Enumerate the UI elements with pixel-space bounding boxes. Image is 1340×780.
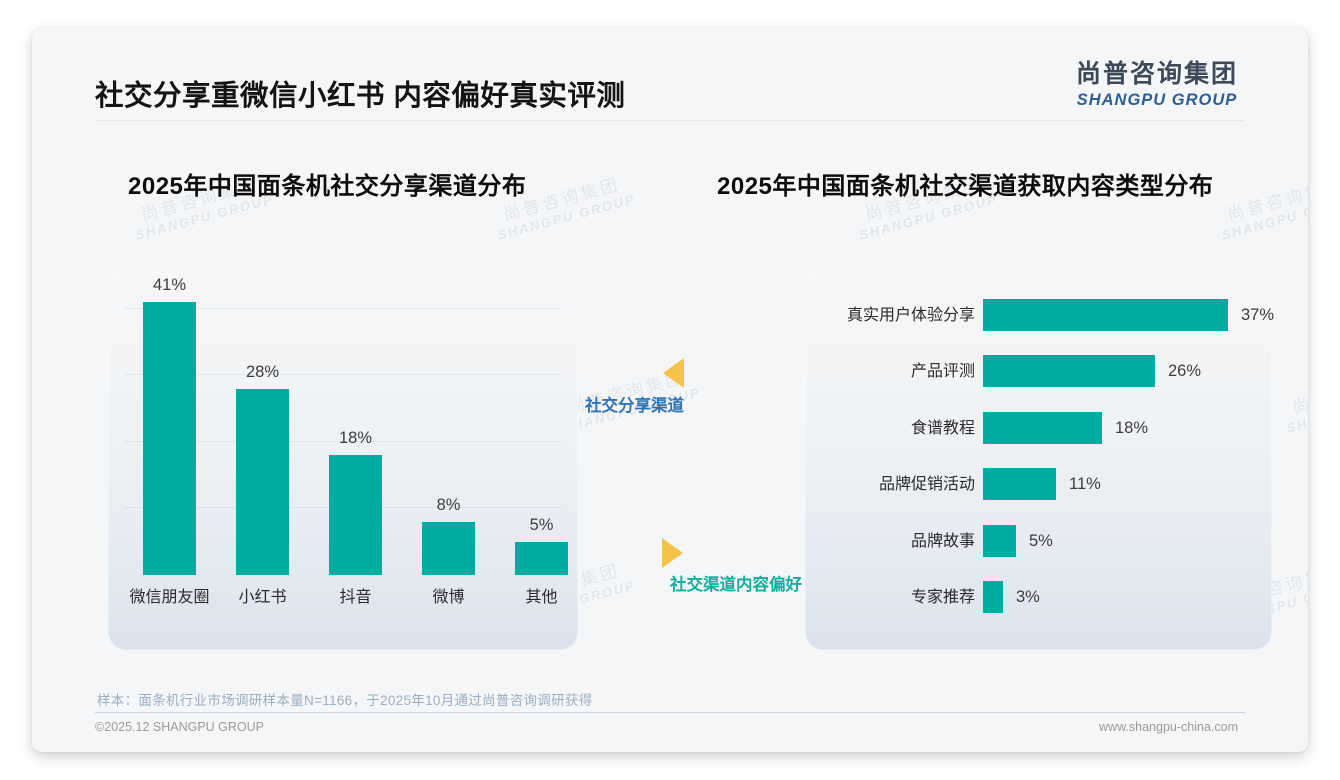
- hbar-value-label: 37%: [1241, 306, 1275, 324]
- hbar-value-label: 26%: [1168, 362, 1202, 380]
- hbar-category-label: 品牌故事: [910, 533, 975, 550]
- logo: 尚普咨询集团 SHANGPU GROUP: [1076, 54, 1238, 110]
- left-chart-panel: 41% 微信朋友圈 28% 小红书 18% 抖音 8% 微博 5% 其他: [108, 268, 578, 650]
- right-chart-title: 2025年中国面条机社交渠道获取内容类型分布: [717, 173, 1214, 200]
- hbar-category-label: 专家推荐: [910, 589, 975, 606]
- hbar-value-label: 18%: [1115, 419, 1149, 437]
- hbar-食谱教程: [983, 412, 1102, 444]
- hbar-产品评测: [983, 355, 1155, 387]
- bar-value-label: 5%: [529, 516, 554, 534]
- gridline: [124, 307, 562, 309]
- logo-english-text: SHANGPU GROUP: [1076, 91, 1238, 109]
- gridline: [124, 440, 562, 442]
- slide: 尚普咨询集团 SHANGPU GROUP 尚普咨询集团 SHANGPU GROUP 尚普…: [32, 28, 1308, 752]
- bar-小红书: [236, 389, 289, 575]
- bar-category-label: 小红书: [238, 589, 287, 606]
- left-chart-title: 2025年中国面条机社交分享渠道分布: [128, 173, 527, 200]
- bar-category-label: 微博: [432, 589, 465, 606]
- hbar-category-label: 真实用户体验分享: [846, 307, 975, 324]
- arrow-left-icon: [663, 358, 684, 388]
- watermark-line1: 尚普咨询集团: [1290, 367, 1308, 418]
- bar-value-label: 28%: [245, 363, 280, 381]
- bar-value-label: 41%: [152, 276, 187, 294]
- watermark-line2: SHANGPU GROUP: [1284, 384, 1308, 436]
- footer-divider: [95, 712, 1245, 713]
- bar-微博: [422, 522, 475, 575]
- annotation-share-channel: 社交分享渠道: [585, 397, 684, 415]
- arrow-right-icon: [662, 538, 683, 568]
- bar-微信朋友圈: [143, 302, 196, 575]
- bar-category-label: 抖音: [339, 589, 372, 606]
- hbar-品牌故事: [983, 525, 1016, 557]
- hbar-品牌促销活动: [983, 468, 1056, 500]
- bar-value-label: 18%: [338, 429, 373, 447]
- bar-category-label: 其他: [525, 589, 558, 606]
- hbar-真实用户体验分享: [983, 299, 1228, 331]
- hbar-value-label: 11%: [1069, 475, 1101, 493]
- hbar-category-label: 品牌促销活动: [878, 476, 975, 493]
- hbar-专家推荐: [983, 581, 1003, 613]
- watermark-line2: SHANGPU GROUP: [1219, 191, 1308, 243]
- website-url: www.shangpu-china.com: [1099, 720, 1238, 734]
- hbar-value-label: 5%: [1029, 532, 1053, 550]
- bar-抖音: [329, 455, 382, 575]
- header-divider: [95, 120, 1245, 121]
- bar-category-label: 微信朋友圈: [129, 589, 210, 606]
- hbar-category-label: 食谱教程: [910, 420, 975, 437]
- copyright-text: ©2025.12 SHANGPU GROUP: [95, 720, 264, 734]
- sample-note: 样本：面条机行业市场调研样本量N=1166，于2025年10月通过尚普咨询调研获…: [97, 693, 593, 708]
- bar-其他: [515, 542, 568, 575]
- page-title: 社交分享重微信小红书 内容偏好真实评测: [95, 80, 626, 112]
- logo-chinese-text: 尚普咨询集团: [1075, 60, 1238, 88]
- gridline: [124, 374, 562, 376]
- hbar-value-label: 3%: [1016, 588, 1040, 606]
- watermark-line1: 尚普咨询集团: [1225, 174, 1308, 225]
- bar-value-label: 8%: [436, 496, 461, 514]
- hbar-category-label: 产品评测: [910, 363, 975, 380]
- annotation-content-preference: 社交渠道内容偏好: [670, 576, 802, 594]
- right-chart-panel: 真实用户体验分享 37% 产品评测 26% 食谱教程 18% 品牌促销活动 11% 品牌故事 5%…: [805, 268, 1275, 650]
